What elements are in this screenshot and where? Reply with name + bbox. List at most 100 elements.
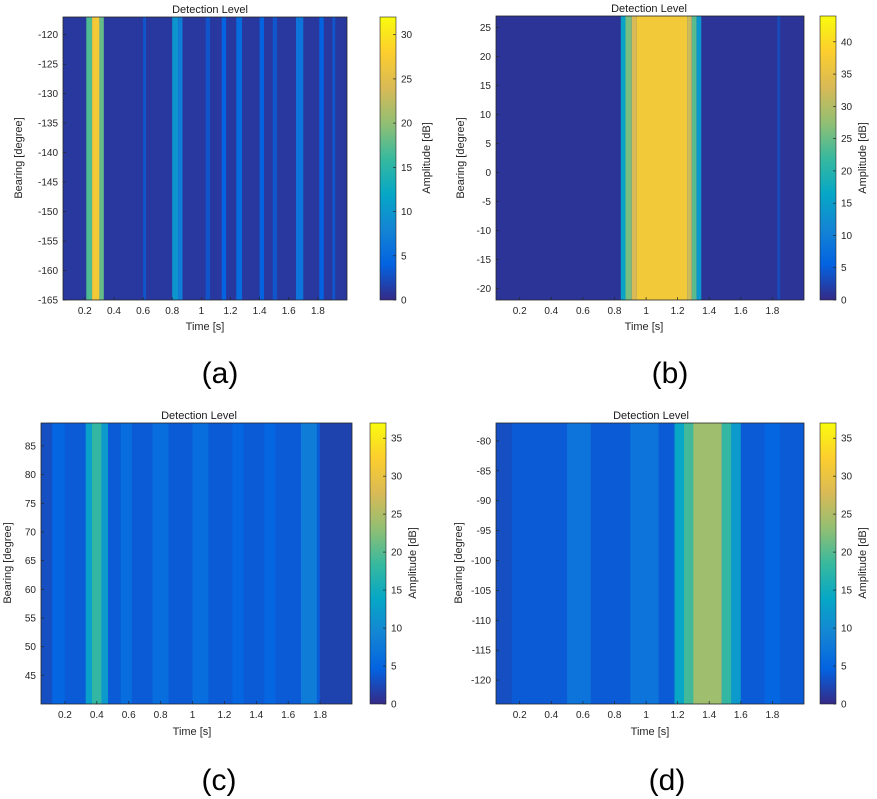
panel-b-xticks: 0.2 0.4 0.6 0.8 1 1.2 1.4 1.6 1.8 bbox=[513, 297, 780, 317]
x-tick-label: 1.2 bbox=[671, 306, 685, 317]
y-tick-label: -115 bbox=[472, 646, 492, 657]
panel-c-xticks: 0.2 0.4 0.6 0.8 1 1.2 1.4 1.6 1.8 bbox=[58, 701, 327, 721]
panel-a-caption: (a) bbox=[202, 357, 239, 390]
colorbar-tick-label: 35 bbox=[841, 434, 853, 445]
panel-a-colorbar bbox=[379, 16, 397, 301]
x-tick-label: 1.8 bbox=[311, 306, 325, 317]
panel-a-xlabel: Time [s] bbox=[186, 321, 225, 333]
heatmap-column-8 bbox=[236, 17, 243, 300]
x-tick-label: 0.6 bbox=[136, 306, 150, 317]
y-tick-label: -80 bbox=[477, 436, 492, 447]
y-tick-label: -120 bbox=[471, 676, 491, 687]
colorbar-tick-label: 25 bbox=[841, 510, 853, 521]
panel-d-colorbar bbox=[819, 422, 837, 705]
y-tick-label: -85 bbox=[477, 466, 492, 477]
heatmap-column-12 bbox=[320, 423, 352, 704]
heatmap-column-13 bbox=[332, 17, 336, 300]
y-tick-label: -15 bbox=[477, 255, 492, 266]
colorbar-tick-label: 0 bbox=[841, 700, 847, 711]
heatmap-column-1 bbox=[92, 17, 100, 300]
colorbar-tick-label: 25 bbox=[391, 510, 403, 521]
heatmap-column-1 bbox=[625, 16, 632, 300]
heatmap-column-3 bbox=[172, 17, 178, 300]
x-tick-label: 1.2 bbox=[217, 710, 231, 721]
y-tick-label: 5 bbox=[485, 139, 491, 150]
colorbar-tick-label: 10 bbox=[401, 207, 413, 218]
panel-d: Detection Level -80 -85 -90 -95 -100 -105 -110… bbox=[453, 410, 869, 797]
colorbar-tick-label: 20 bbox=[841, 548, 853, 559]
x-tick-label: 1 bbox=[643, 710, 649, 721]
x-tick-label: 1.8 bbox=[765, 710, 779, 721]
colorbar-tick-label: 0 bbox=[391, 700, 397, 711]
panel-c-plot-area bbox=[41, 423, 352, 704]
heatmap-column-6 bbox=[721, 423, 732, 704]
panel-b-colorbar bbox=[819, 15, 837, 301]
y-tick-label: 80 bbox=[25, 470, 37, 481]
panel-c-colorbar bbox=[369, 422, 387, 705]
heatmap-column-3 bbox=[674, 423, 684, 704]
colorbar-tick-label: 15 bbox=[841, 586, 853, 597]
heatmap-column-5 bbox=[101, 423, 108, 704]
y-tick-label: -120 bbox=[38, 30, 58, 41]
colorbar-tick-label: 5 bbox=[841, 662, 847, 673]
colorbar-tick-label: 30 bbox=[391, 472, 403, 483]
heatmap-column-9 bbox=[232, 423, 244, 704]
x-tick-label: 0.4 bbox=[544, 306, 558, 317]
heatmap-column-5 bbox=[143, 17, 146, 300]
x-tick-label: 1.4 bbox=[702, 710, 716, 721]
y-tick-label: -110 bbox=[472, 616, 492, 627]
panel-d-plot-area bbox=[496, 423, 804, 704]
heatmap-column-4 bbox=[178, 17, 183, 300]
panel-c-title: Detection Level bbox=[161, 410, 237, 422]
heatmap-column-4 bbox=[684, 423, 694, 704]
panel-b-title: Detection Level bbox=[611, 3, 687, 15]
x-tick-label: 1.4 bbox=[253, 306, 267, 317]
colorbar-tick-label: 30 bbox=[841, 472, 853, 483]
y-tick-label: 85 bbox=[25, 441, 37, 452]
heatmap-column-1 bbox=[567, 423, 591, 704]
panel-b-colorbar-ticks: 0 5 10 15 20 25 30 35 40 bbox=[833, 37, 853, 307]
panel-c-colorbar-label: Amplitude [dB] bbox=[407, 527, 419, 599]
heatmap-column-2 bbox=[64, 423, 81, 704]
y-tick-label: 20 bbox=[480, 52, 492, 63]
y-tick-label: 70 bbox=[25, 528, 37, 539]
heatmap-column-2 bbox=[99, 17, 104, 300]
panel-a-yticks: -120 -125 -130 -135 -140 -145 -150 -155 -160 -165 bbox=[38, 30, 66, 307]
heatmap-column-5 bbox=[691, 16, 697, 300]
heatmap-column-0 bbox=[620, 16, 626, 300]
x-tick-label: 1 bbox=[199, 306, 205, 317]
panel-d-xticks: 0.2 0.4 0.6 0.8 1 1.2 1.4 1.6 1.8 bbox=[513, 701, 780, 721]
panel-a-plot-area bbox=[63, 17, 347, 300]
panel-c-axes-frame bbox=[40, 422, 353, 705]
x-tick-label: 1.8 bbox=[765, 306, 779, 317]
panel-b-caption: (b) bbox=[652, 357, 689, 390]
y-tick-label: 0 bbox=[485, 168, 491, 179]
x-tick-label: 0.8 bbox=[608, 710, 622, 721]
panel-c-xlabel: Time [s] bbox=[173, 726, 212, 738]
heatmap-column-3 bbox=[636, 16, 688, 300]
panel-b-axes-frame bbox=[495, 15, 805, 301]
panel-d-caption: (d) bbox=[649, 764, 686, 797]
panel-d-axes-frame bbox=[495, 422, 805, 705]
panel-c-caption: (c) bbox=[202, 764, 237, 797]
panel-a-axes-frame bbox=[62, 16, 348, 301]
x-tick-label: 0.6 bbox=[576, 306, 590, 317]
panel-d-yticks: -80 -85 -90 -95 -100 -105 -110 -115 -120 bbox=[471, 436, 499, 687]
colorbar-tick-label: 30 bbox=[401, 30, 413, 41]
heatmap-column-12 bbox=[319, 17, 324, 300]
heatmap-column-11 bbox=[296, 17, 304, 300]
y-tick-label: -5 bbox=[482, 197, 491, 208]
y-tick-label: -20 bbox=[477, 284, 492, 295]
y-tick-label: 75 bbox=[25, 499, 37, 510]
panel-d-title: Detection Level bbox=[613, 410, 689, 422]
x-tick-label: 0.8 bbox=[165, 306, 179, 317]
x-tick-label: 0.2 bbox=[78, 306, 92, 317]
panel-b-xlabel: Time [s] bbox=[625, 321, 664, 333]
x-tick-label: 0.2 bbox=[513, 710, 527, 721]
y-tick-label: -105 bbox=[471, 586, 491, 597]
x-tick-label: 1.4 bbox=[702, 306, 716, 317]
x-tick-label: 0.6 bbox=[122, 710, 136, 721]
y-tick-label: -130 bbox=[38, 89, 58, 100]
